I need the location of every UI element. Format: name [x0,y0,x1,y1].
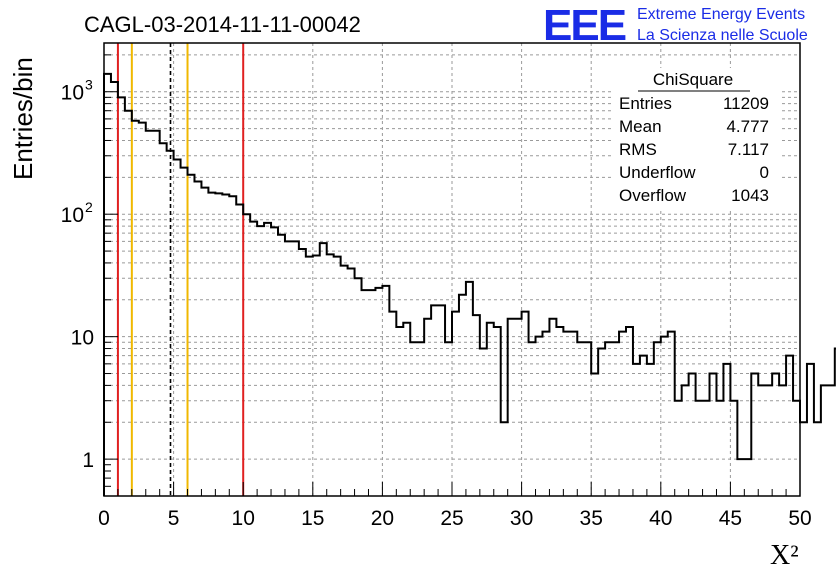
stats-box: ChiSquare Entries 11209 Mean 4.777 RMS 7.117 U… [612,68,780,210]
stats-row-value: 4.777 [726,117,769,136]
logo-line-1: Extreme Energy Events [637,6,805,23]
axis-ticks [103,54,801,497]
grid-lines [104,43,800,496]
y-tick-label: 1 [82,449,94,472]
x-tick-label: 0 [98,507,110,530]
x-tick-label: 15 [301,507,324,530]
x-tick-label: 40 [649,507,672,530]
stats-row-label: Entries [619,94,672,113]
histogram-step-line [103,72,836,496]
stats-row-value: 11209 [723,94,769,113]
chart-title: CAGL-03-2014-11-11-00042 [84,12,361,37]
y-axis-label: Entries/bin [8,57,38,180]
y-tick-label: 10 [61,82,84,105]
stats-title: ChiSquare [653,70,733,89]
logo-mark: EEE [543,1,626,50]
stats-row-label: Overflow [619,186,687,205]
stats-row-value: 1043 [731,186,769,205]
y-tick-exponent: 3 [85,77,93,93]
stats-row-value: 0 [760,163,769,182]
eee-logo: EEE Extreme Energy Events La Scienza nel… [543,1,808,50]
y-tick-exponent: 2 [85,199,93,215]
stats-row-label: RMS [619,140,657,159]
y-tick-label: 10 [71,327,94,350]
stats-box-background [612,68,780,210]
histogram-series [103,72,836,496]
x-axis-label: X² [770,540,799,571]
x-tick-label: 20 [371,507,394,530]
stats-row-label: Underflow [619,163,696,182]
x-tick-label: 30 [510,507,533,530]
x-tick-label: 10 [232,507,255,530]
x-tick-label: 45 [719,507,742,530]
x-tick-label: 35 [580,507,603,530]
stats-row-label: Mean [619,117,662,136]
x-tick-label: 50 [788,507,811,530]
x-tick-label: 5 [168,507,180,530]
y-tick-label: 10 [61,204,84,227]
x-tick-label: 25 [440,507,463,530]
stats-row-value: 7.117 [728,140,769,159]
logo-line-2: La Scienza nelle Scuole [637,27,808,44]
